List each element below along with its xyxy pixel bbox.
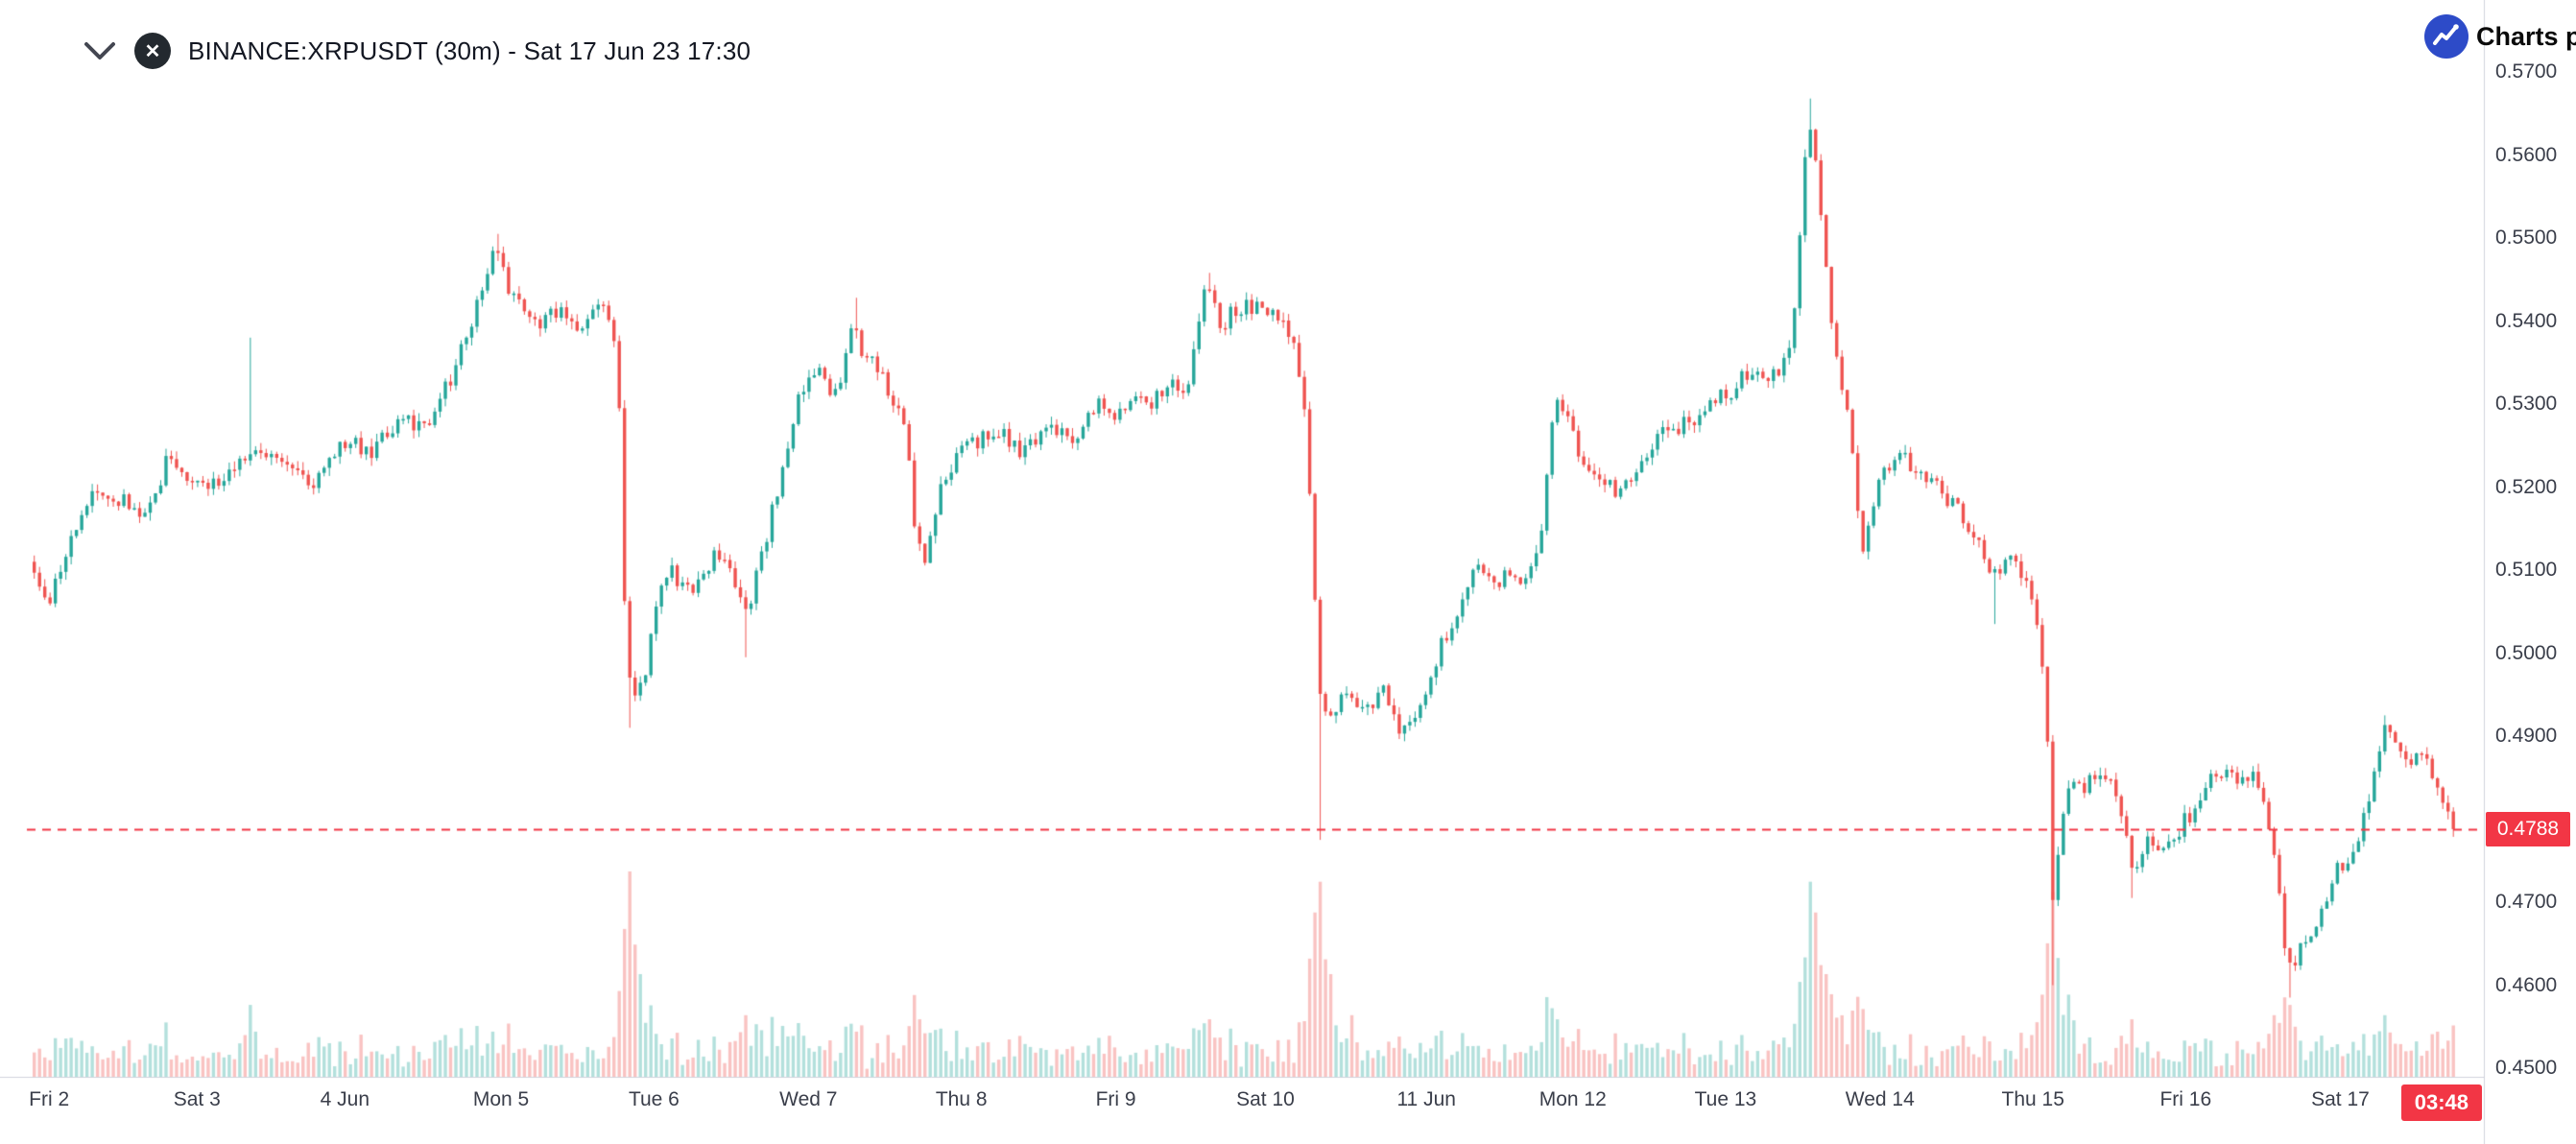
bar-countdown-badge: 03:48 bbox=[2400, 1084, 2482, 1121]
chevron-down-icon[interactable] bbox=[83, 39, 117, 62]
charts-branding[interactable]: Charts p bbox=[2424, 14, 2576, 59]
xrp-logo-icon: ✕ bbox=[134, 33, 171, 69]
chart-line-icon bbox=[2424, 14, 2469, 59]
brand-label: Charts p bbox=[2476, 21, 2576, 51]
current-price-badge: 0.4788 bbox=[2486, 811, 2570, 846]
chart-header: ✕ BINANCE:XRPUSDT (30m) - Sat 17 Jun 23 … bbox=[83, 29, 751, 73]
symbol-title[interactable]: BINANCE:XRPUSDT (30m) - Sat 17 Jun 23 17… bbox=[188, 36, 751, 65]
